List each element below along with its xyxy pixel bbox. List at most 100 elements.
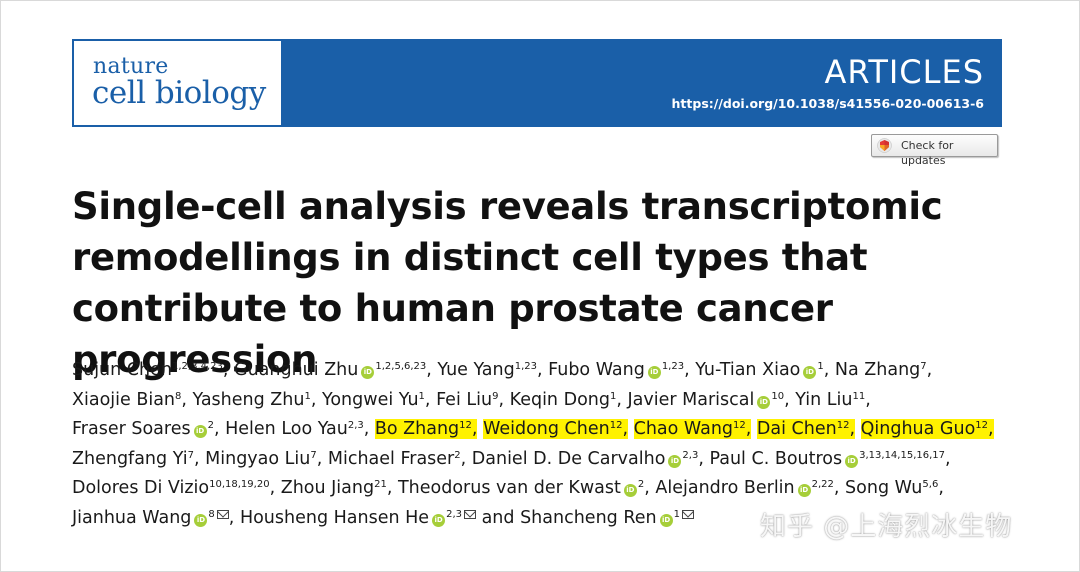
author[interactable]: Zhengfang Yi7 bbox=[72, 449, 194, 469]
affiliation-superscript: 2,22 bbox=[811, 479, 834, 490]
author-entry: Mingyao Liu7 bbox=[205, 449, 317, 469]
author-entry: Fraser Soares iD 2 bbox=[72, 419, 214, 439]
author-name: Yin Liu bbox=[795, 389, 853, 410]
affiliation-superscript: 21 bbox=[374, 479, 387, 490]
author[interactable]: Javier Mariscal iD 10 bbox=[628, 390, 785, 410]
orcid-icon[interactable]: iD bbox=[668, 454, 682, 468]
author-name: Theodorus van der Kwast bbox=[397, 478, 621, 498]
author[interactable]: Song Wu5,6 bbox=[845, 478, 938, 498]
orcid-icon[interactable]: iD bbox=[845, 454, 859, 468]
affiliation-superscript: 3,13,14,15,16,17 bbox=[859, 449, 946, 461]
and-conjunction: and bbox=[481, 507, 515, 528]
author[interactable]: Theodorus van der Kwast iD 2 bbox=[398, 478, 644, 498]
author[interactable]: Housheng Hansen He iD 2,3 bbox=[240, 508, 476, 528]
author[interactable]: Zhou Jiang21 bbox=[281, 478, 387, 498]
author-name: Keqin Dong bbox=[509, 389, 610, 410]
author[interactable]: Jianhua Wang iD 8 bbox=[72, 508, 229, 528]
author-name: Housheng Hansen He bbox=[239, 507, 430, 528]
orcid-icon[interactable]: iD bbox=[623, 484, 637, 497]
author-name: Fubo Wang bbox=[548, 360, 645, 380]
affiliation-superscript: 2,3 bbox=[446, 508, 462, 520]
affiliation-superscript: 11 bbox=[852, 390, 866, 402]
author-name: Na Zhang bbox=[834, 360, 921, 380]
author[interactable]: Dolores Di Vizio10,18,19,20 bbox=[72, 478, 270, 498]
orcid-icon[interactable]: iD bbox=[803, 366, 817, 379]
author-entry: Housheng Hansen He iD 2,3 bbox=[240, 508, 476, 528]
author-name: Yongwei Yu bbox=[321, 389, 419, 410]
affiliation-superscript: 2,3 bbox=[682, 449, 699, 461]
affiliation-superscript: 7 bbox=[310, 449, 317, 461]
author-name: Yue Yang bbox=[437, 360, 515, 380]
author-name: Sujun Chen bbox=[72, 360, 172, 380]
author-entry: Chao Wang12, bbox=[633, 419, 752, 439]
author-name: Jianhua Wang bbox=[72, 507, 192, 528]
author[interactable]: Weidong Chen12, bbox=[483, 419, 629, 439]
email-icon[interactable] bbox=[216, 509, 229, 519]
author-entry: Dai Chen12, bbox=[756, 419, 856, 439]
affiliation-superscript: 1,2,5,6,23 bbox=[375, 361, 427, 372]
author[interactable]: Chao Wang12, bbox=[633, 419, 752, 439]
author-entry: Weidong Chen12, bbox=[483, 419, 629, 439]
author[interactable]: Xiaojie Bian8 bbox=[72, 390, 181, 410]
author-name: Guanghui Zhu bbox=[234, 360, 359, 380]
affiliation-superscript: 8 bbox=[175, 390, 182, 402]
author[interactable]: Na Zhang7 bbox=[835, 360, 927, 380]
crossmark-icon bbox=[877, 138, 892, 153]
author[interactable]: Fraser Soares iD 2 bbox=[72, 419, 214, 439]
orcid-icon[interactable]: iD bbox=[797, 484, 811, 497]
author[interactable]: Yasheng Zhu1 bbox=[193, 390, 311, 410]
logo-journal-name: cell biology bbox=[92, 75, 266, 111]
author-name: Michael Fraser bbox=[327, 448, 455, 469]
affiliation-superscript: 10 bbox=[771, 390, 785, 402]
author-entry: Fubo Wang iD 1,23 bbox=[548, 360, 684, 380]
check-for-updates-button[interactable]: Check for updates bbox=[871, 134, 998, 167]
orcid-icon[interactable]: iD bbox=[361, 366, 375, 379]
author-name: Helen Loo Yau bbox=[225, 419, 348, 439]
orcid-icon[interactable]: iD bbox=[432, 513, 446, 527]
author-entry: Qinghua Guo12, bbox=[860, 419, 994, 439]
affiliation-superscript: 12 bbox=[609, 420, 623, 431]
orcid-icon[interactable]: iD bbox=[757, 395, 771, 409]
author[interactable]: Yongwei Yu1 bbox=[322, 390, 425, 410]
affiliation-superscript: 12 bbox=[975, 420, 989, 431]
author[interactable]: Sujun Chen1,2,3,4,23 bbox=[72, 360, 223, 380]
author[interactable]: Paul C. Boutros iD 3,13,14,15,16,17 bbox=[709, 449, 945, 469]
author[interactable]: Michael Fraser2 bbox=[328, 449, 461, 469]
orcid-icon[interactable]: iD bbox=[659, 513, 673, 527]
doi-link[interactable]: https://doi.org/10.1038/s41556-020-00613… bbox=[671, 96, 984, 111]
author[interactable]: Dai Chen12, bbox=[756, 419, 856, 439]
author[interactable]: Helen Loo Yau2,3 bbox=[225, 419, 364, 439]
author-entry: Javier Mariscal iD 10 bbox=[628, 390, 785, 410]
author[interactable]: Alejandro Berlin iD 2,22 bbox=[655, 478, 834, 498]
author[interactable]: Guanghui Zhu iD 1,2,5,6,23 bbox=[234, 360, 426, 380]
author-entry: Song Wu5,6 bbox=[845, 478, 938, 498]
email-icon[interactable] bbox=[463, 509, 476, 519]
author[interactable]: Mingyao Liu7 bbox=[205, 449, 317, 469]
affiliation-superscript: 5,6 bbox=[922, 479, 939, 490]
author[interactable]: Shancheng Ren iD 1 bbox=[520, 508, 694, 528]
orcid-icon[interactable]: iD bbox=[193, 425, 207, 438]
author-entry: Yin Liu11 bbox=[795, 390, 865, 410]
author[interactable]: Bo Zhang12, bbox=[374, 419, 478, 439]
author[interactable]: Keqin Dong1 bbox=[510, 390, 617, 410]
orcid-icon[interactable]: iD bbox=[194, 513, 208, 527]
author-name: Yasheng Zhu bbox=[192, 389, 305, 410]
author[interactable]: Yue Yang1,23 bbox=[437, 360, 537, 380]
email-icon[interactable] bbox=[681, 509, 694, 519]
author-entry: Yasheng Zhu1 bbox=[193, 390, 311, 410]
orcid-icon[interactable]: iD bbox=[647, 366, 661, 379]
journal-logo[interactable] bbox=[74, 41, 281, 125]
author[interactable]: Fei Liu9 bbox=[436, 390, 498, 410]
author-entry: Keqin Dong1 bbox=[510, 390, 617, 410]
author-name: Fraser Soares bbox=[72, 419, 191, 439]
author-entry: Helen Loo Yau2,3 bbox=[225, 419, 364, 439]
affiliation-superscript: 8 bbox=[208, 508, 215, 520]
author-name: Zhengfang Yi bbox=[72, 448, 188, 469]
author[interactable]: Fubo Wang iD 1,23 bbox=[548, 360, 684, 380]
author[interactable]: Yin Liu11 bbox=[795, 390, 865, 410]
author[interactable]: Yu-Tian Xiao iD 1 bbox=[695, 360, 824, 380]
author-name: Alejandro Berlin bbox=[655, 478, 795, 498]
author[interactable]: Qinghua Guo12, bbox=[860, 419, 994, 439]
author[interactable]: Daniel D. De Carvalho iD 2,3 bbox=[472, 449, 699, 469]
author-entry: Shancheng Ren iD 1 bbox=[520, 508, 694, 528]
